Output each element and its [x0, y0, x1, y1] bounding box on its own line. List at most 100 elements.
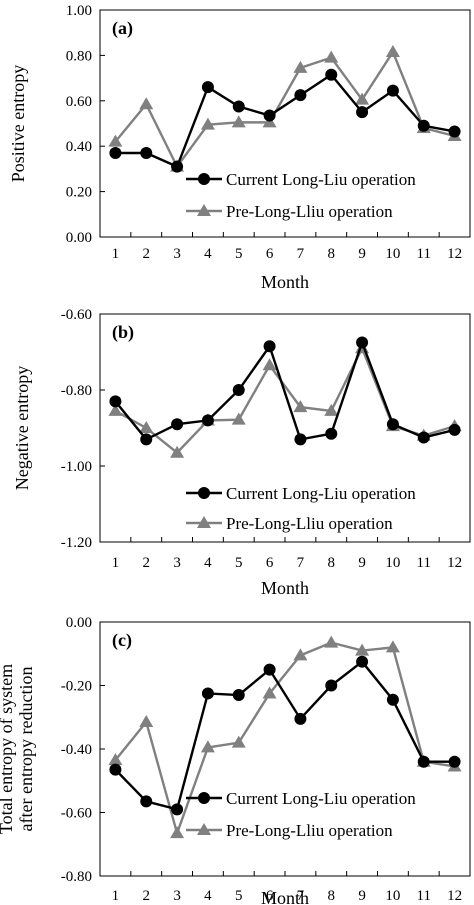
- y-tick-label: -0.80: [61, 383, 92, 399]
- y-tick-label: -0.80: [61, 869, 92, 885]
- legend-label: Current Long-Liu operation: [226, 170, 416, 189]
- x-tick-label: 8: [328, 888, 336, 904]
- legend-marker: [197, 823, 211, 835]
- data-point: [263, 109, 276, 122]
- y-tick-label: -1.00: [61, 459, 92, 475]
- legend-label: Pre-Long-Lliu operation: [226, 202, 393, 221]
- x-tick-label: 6: [266, 888, 274, 904]
- legend-label: Pre-Long-Lliu operation: [226, 514, 393, 533]
- data-point: [139, 715, 154, 728]
- y-tick-label: -0.60: [61, 307, 92, 323]
- data-point: [140, 795, 153, 808]
- legend-marker: [197, 204, 211, 216]
- legend-marker: [197, 516, 211, 528]
- legend-label: Current Long-Liu operation: [226, 484, 416, 503]
- y-tick-label: -0.60: [61, 806, 92, 822]
- data-point: [109, 763, 122, 776]
- x-tick-label: 6: [266, 555, 274, 571]
- y-tick-label: -0.40: [61, 742, 92, 758]
- x-tick-label: 11: [417, 246, 431, 262]
- data-point: [294, 89, 307, 102]
- x-tick-label: 3: [173, 888, 181, 904]
- data-point: [171, 160, 184, 173]
- legend-marker: [198, 792, 210, 804]
- x-tick-label: 9: [358, 555, 366, 571]
- legend-marker: [198, 173, 210, 185]
- data-point: [108, 403, 123, 416]
- x-tick-label: 5: [235, 888, 243, 904]
- data-point: [324, 635, 339, 648]
- data-point: [294, 712, 307, 725]
- panel-label: (a): [112, 18, 133, 39]
- y-axis-label: Positive entropy: [8, 65, 28, 183]
- data-point: [325, 427, 338, 440]
- y-axis-label: Total entropy of systemafter entropy red…: [0, 664, 36, 834]
- data-point: [293, 400, 308, 413]
- data-point: [356, 336, 369, 349]
- data-point: [201, 687, 214, 700]
- x-tick-label: 4: [204, 888, 212, 904]
- data-point: [324, 403, 339, 416]
- x-tick-label: 4: [204, 555, 212, 571]
- y-tick-label: 0.40: [66, 139, 92, 155]
- data-point: [417, 119, 430, 132]
- data-point: [201, 81, 214, 94]
- data-point: [448, 755, 461, 768]
- x-tick-label: 6: [266, 246, 274, 262]
- y-tick-label: 0.20: [66, 185, 92, 201]
- y-axis-label-line: Total entropy of system: [0, 664, 16, 834]
- data-point: [170, 445, 185, 458]
- x-tick-label: 5: [235, 246, 243, 262]
- data-point: [356, 106, 369, 119]
- series-line-1: [115, 73, 455, 169]
- data-point: [108, 753, 123, 766]
- x-tick-label: 12: [447, 246, 462, 262]
- y-tick-label: 0.00: [66, 615, 92, 631]
- data-point: [324, 50, 339, 63]
- chart-panel-3: -0.80-0.60-0.40-0.200.001 2 3 4 5 6 7 8 9 10 11 12M…: [0, 615, 471, 905]
- x-tick-label: 10: [385, 555, 400, 571]
- x-tick-label: 7: [297, 555, 305, 571]
- x-tick-label: 7: [297, 888, 305, 904]
- data-point: [140, 147, 153, 160]
- y-axis-label-line: Positive entropy: [8, 65, 28, 183]
- y-tick-label: 0.60: [66, 94, 92, 110]
- series-line-2: [114, 641, 455, 838]
- x-tick-label: 8: [328, 246, 336, 262]
- x-tick-label: 1: [112, 246, 120, 262]
- data-point: [448, 423, 461, 436]
- y-axis-label-line: after entropy reduction: [16, 667, 36, 832]
- y-axis-label-line: Negative entropy: [12, 366, 32, 490]
- x-axis-label: Month: [261, 578, 309, 598]
- x-tick-label: 2: [143, 246, 151, 262]
- y-tick-label: -0.20: [61, 679, 92, 695]
- data-point: [232, 384, 245, 396]
- x-tick-label: 10: [385, 888, 400, 904]
- panel-label: (c): [112, 630, 132, 651]
- data-point: [263, 340, 276, 353]
- data-point: [231, 735, 246, 748]
- x-axis-label: Month: [261, 272, 309, 292]
- data-point: [448, 125, 461, 138]
- panel-label: (b): [112, 322, 134, 343]
- data-point: [417, 755, 430, 768]
- data-point: [262, 358, 277, 371]
- x-tick-label: 11: [417, 555, 431, 571]
- x-tick-label: 1: [112, 555, 120, 571]
- data-point: [355, 92, 370, 105]
- legend-label: Pre-Long-Lliu operation: [226, 821, 393, 840]
- data-point: [386, 84, 399, 97]
- y-axis-label: Negative entropy: [12, 366, 32, 490]
- data-point: [139, 421, 154, 433]
- x-tick-label: 2: [143, 555, 151, 571]
- data-point: [293, 648, 308, 661]
- data-point: [325, 68, 338, 81]
- data-point: [385, 44, 400, 57]
- x-tick-label: 2: [143, 888, 151, 904]
- x-tick-label: 5: [235, 555, 243, 571]
- x-tick-label: 4: [204, 246, 212, 262]
- data-point: [356, 655, 369, 668]
- data-point: [109, 395, 122, 408]
- x-tick-label: 3: [173, 246, 181, 262]
